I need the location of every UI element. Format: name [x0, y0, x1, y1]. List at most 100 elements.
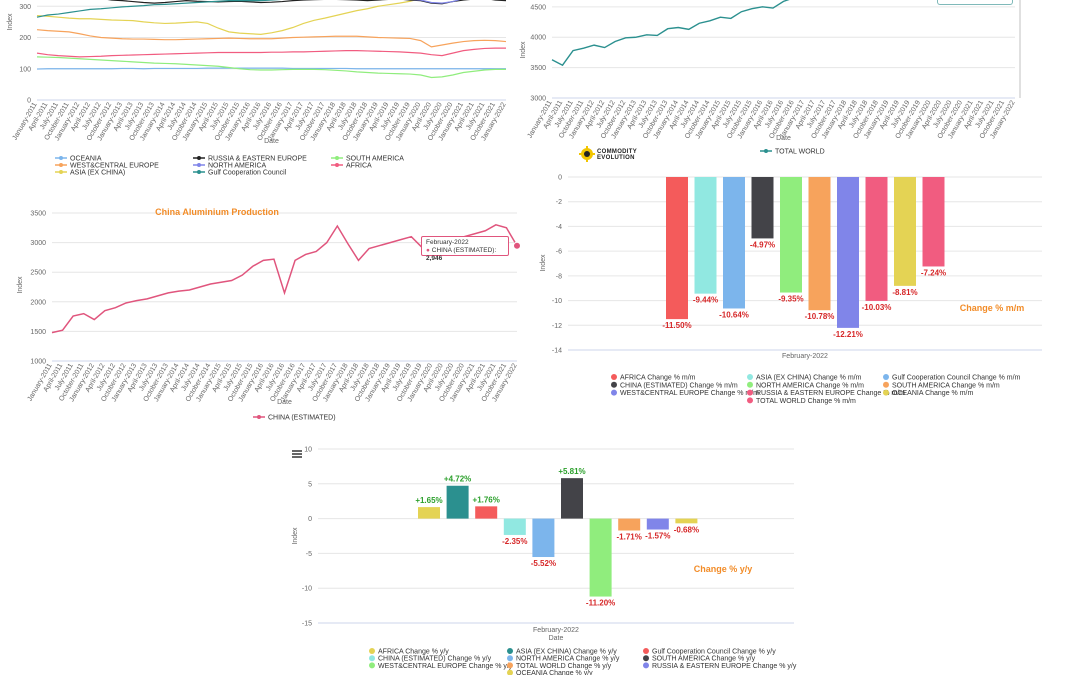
bar[interactable] — [475, 506, 498, 519]
legend-item[interactable]: ASIA (EX CHINA) Change % m/m — [756, 375, 862, 382]
bar[interactable] — [837, 177, 859, 328]
bar[interactable] — [751, 177, 774, 239]
legend-item[interactable]: SOUTH AMERICA Change % y/y — [652, 656, 756, 663]
chart-title: Change % m/m — [960, 303, 1025, 313]
legend-item[interactable]: ASIA (EX CHINA) — [70, 170, 125, 177]
legend-dot-icon — [747, 397, 753, 404]
legend-item[interactable]: Gulf Cooperation Council Change % y/y — [652, 649, 776, 656]
legend-item[interactable]: CHINA (ESTIMATED) — [268, 415, 336, 422]
legend-item[interactable]: CHINA (ESTIMATED) Change % y/y — [378, 656, 492, 663]
y-tick-label: 0 — [27, 98, 31, 105]
legend-dot-icon — [369, 648, 375, 654]
series-line — [36, 47, 506, 58]
series-line — [250, 0, 461, 4]
legend-dot-icon — [611, 389, 617, 396]
legend-item[interactable]: WEST&CENTRAL EUROPE Change % m/m — [620, 390, 759, 397]
legend-item[interactable]: Gulf Cooperation Council Change % m/m — [892, 375, 1021, 382]
data-label: -10.64% — [719, 310, 749, 319]
legend-item[interactable]: RUSSIA & EASTERN EUROPE Change % m/m — [756, 390, 905, 397]
bar[interactable] — [503, 518, 526, 535]
y-tick-label: 1000 — [30, 359, 46, 366]
legend-item[interactable]: OCEANIA Change % m/m — [892, 390, 973, 397]
legend-item[interactable]: WEST&CENTRAL EUROPE Change % y/y — [378, 663, 513, 670]
y-tick-label: -5 — [306, 551, 312, 558]
y-tick-label: 200 — [19, 35, 31, 42]
hover-point[interactable] — [513, 241, 521, 250]
bar[interactable] — [694, 177, 717, 294]
series-line — [36, 67, 506, 70]
legend-dot-icon — [643, 662, 649, 669]
data-label: +4.72% — [444, 475, 471, 484]
bar[interactable] — [922, 177, 945, 267]
legend-dot-icon — [883, 381, 889, 388]
legend-item[interactable]: RUSSIA & EASTERN EUROPE Change % y/y — [652, 663, 797, 670]
series-line — [36, 0, 418, 35]
legend-dot-icon — [335, 163, 339, 167]
bar[interactable] — [894, 177, 916, 286]
y-tick-label: 3500 — [30, 211, 46, 218]
legend-item[interactable]: OCEANIA — [70, 156, 102, 163]
y-axis-title: Index — [292, 527, 299, 545]
y-tick-label: -15 — [302, 621, 312, 628]
data-label: -1.57% — [645, 532, 670, 541]
series-line — [36, 29, 507, 48]
legend-item[interactable]: TOTAL WORLD Change % y/y — [516, 663, 612, 670]
legend-item[interactable]: SOUTH AMERICA Change % m/m — [892, 382, 1000, 389]
legend-item[interactable]: WEST&CENTRAL EUROPE — [70, 163, 159, 170]
bar[interactable] — [418, 507, 440, 519]
bar[interactable] — [618, 518, 641, 531]
legend-item[interactable]: RUSSIA & EASTERN EUROPE — [208, 156, 307, 163]
legend-item[interactable]: CHINA (ESTIMATED) Change % m/m — [620, 382, 738, 389]
legend-item[interactable]: OCEANIA Change % y/y — [516, 670, 593, 675]
bar[interactable] — [666, 177, 688, 320]
tooltip: February-2022 ● CHINA (ESTIMATED): 2,946 — [421, 236, 509, 262]
y-tick-label: 3000 — [530, 96, 546, 103]
series-line — [36, 56, 506, 79]
legend-dot-icon — [197, 170, 201, 174]
legend-item[interactable]: NORTH AMERICA Change % m/m — [756, 382, 864, 389]
x-category-label: February-2022 — [533, 627, 579, 634]
gear-icon — [579, 146, 595, 162]
y-tick-label: 2000 — [30, 299, 46, 306]
legend-dot-icon — [257, 415, 261, 419]
bar[interactable] — [589, 518, 612, 597]
legend-dot-icon — [747, 389, 753, 396]
bar[interactable] — [532, 518, 555, 558]
series-line — [36, 0, 282, 18]
y-tick-label: 1500 — [30, 329, 46, 336]
legend-item[interactable]: TOTAL WORLD Change % m/m — [756, 398, 856, 405]
y-axis-title: Index — [540, 254, 547, 272]
legend-item[interactable]: AFRICA Change % m/m — [620, 375, 696, 382]
legend-item[interactable]: NORTH AMERICA — [208, 163, 267, 170]
bar[interactable] — [446, 485, 469, 519]
legend-item[interactable]: NORTH AMERICA Change % y/y — [516, 656, 620, 663]
bar[interactable] — [675, 518, 698, 524]
logo-line2: EVOLUTION — [597, 155, 635, 161]
legend-item[interactable]: AFRICA — [346, 163, 372, 170]
data-label: -10.03% — [862, 303, 892, 312]
bar[interactable] — [646, 518, 669, 530]
legend-item[interactable]: TOTAL WORLD — [775, 149, 825, 156]
bar[interactable] — [780, 177, 802, 293]
series-line — [107, 0, 507, 5]
tooltip-dot-icon: ● — [426, 247, 430, 254]
y-tick-label: 10 — [304, 447, 312, 454]
legend-item[interactable]: AFRICA Change % y/y — [378, 649, 449, 656]
legend-item[interactable]: Gulf Cooperation Council — [208, 170, 287, 177]
bar[interactable] — [723, 177, 745, 309]
data-label: -9.44% — [693, 296, 718, 305]
y-tick-label: 5 — [308, 481, 312, 488]
legend-dot-icon — [369, 662, 375, 669]
legend-item[interactable]: ASIA (EX CHINA) Change % y/y — [516, 649, 617, 656]
bar[interactable] — [561, 478, 583, 519]
legend-item[interactable]: SOUTH AMERICA — [346, 156, 404, 163]
legend-dot-icon — [507, 662, 513, 669]
data-label: +1.76% — [473, 495, 500, 504]
bar[interactable] — [808, 177, 831, 311]
y-tick-label: 100 — [19, 66, 31, 73]
y-tick-label: -4 — [556, 224, 562, 231]
hamburger-menu-icon[interactable] — [292, 450, 302, 458]
y-tick-label: -12 — [552, 323, 562, 330]
y-tick-label: 3500 — [530, 65, 546, 72]
bar[interactable] — [865, 177, 888, 301]
